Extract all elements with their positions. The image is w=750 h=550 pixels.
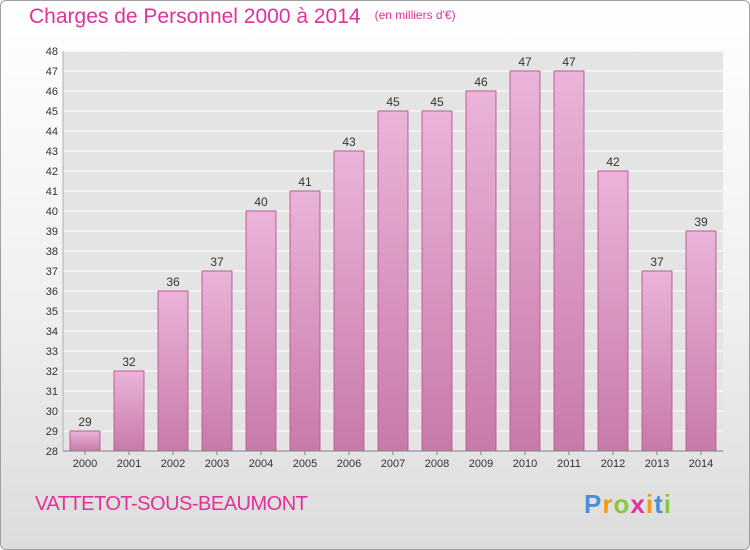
commune-name: VATTETOT-SOUS-BEAUMONT bbox=[35, 493, 308, 515]
value-label: 45 bbox=[430, 95, 444, 109]
value-label: 32 bbox=[122, 355, 136, 369]
logo-letter: o bbox=[613, 489, 631, 519]
bar-2007 bbox=[377, 110, 409, 452]
x-tick-label: 2010 bbox=[513, 458, 537, 470]
x-tick-label: 2009 bbox=[469, 458, 493, 470]
x-tick-label: 2008 bbox=[425, 458, 449, 470]
bar-2000 bbox=[69, 430, 101, 452]
chart-title: Charges de Personnel 2000 à 2014 bbox=[29, 5, 361, 28]
x-tick-label: 2003 bbox=[205, 458, 229, 470]
value-label: 41 bbox=[298, 175, 312, 189]
logo-letter: t bbox=[654, 489, 664, 519]
y-tick-label: 40 bbox=[46, 206, 58, 218]
bar-2001 bbox=[113, 370, 145, 452]
value-label: 47 bbox=[518, 55, 532, 69]
y-tick-label: 44 bbox=[46, 126, 58, 138]
y-tick-label: 39 bbox=[46, 226, 58, 238]
y-tick-label: 47 bbox=[46, 66, 58, 78]
value-label: 40 bbox=[254, 195, 268, 209]
y-tick-label: 45 bbox=[46, 106, 58, 118]
x-tick-label: 2007 bbox=[381, 458, 405, 470]
bar-2009 bbox=[465, 90, 497, 452]
bar-2006 bbox=[333, 150, 365, 452]
bar-2003 bbox=[201, 270, 233, 452]
value-label: 42 bbox=[606, 155, 620, 169]
y-tick-label: 48 bbox=[46, 46, 58, 58]
x-tick-label: 2012 bbox=[601, 458, 625, 470]
value-label: 36 bbox=[166, 275, 180, 289]
bar-2012 bbox=[597, 170, 629, 452]
value-label: 39 bbox=[694, 215, 708, 229]
y-tick-label: 35 bbox=[46, 306, 58, 318]
y-axis-ticks: 28 29 30 31 32 33 34 35 36 37 38 39 40 41 42 43 44 45 46 47… bbox=[46, 46, 58, 458]
value-label: 46 bbox=[474, 75, 488, 89]
y-tick-label: 30 bbox=[46, 406, 58, 418]
y-tick-label: 29 bbox=[46, 426, 58, 438]
value-label: 47 bbox=[562, 55, 576, 69]
value-label: 29 bbox=[78, 415, 92, 429]
y-tick-label: 33 bbox=[46, 346, 58, 358]
bar-2005 bbox=[289, 190, 321, 452]
bar-2002 bbox=[157, 290, 189, 452]
logo-letter: i bbox=[663, 489, 672, 519]
bars: 29 32 36 37 40 41 43 45 45 46 47 47 42 37 39 bbox=[69, 55, 717, 452]
x-tick-label: 2011 bbox=[557, 458, 581, 470]
bar-2008 bbox=[421, 110, 453, 452]
bar-2014 bbox=[685, 230, 717, 452]
x-axis-labels: 2000 2001 2002 2003 2004 2005 2006 2007 2008 2009… bbox=[73, 451, 713, 470]
y-tick-label: 43 bbox=[46, 146, 58, 158]
logo-letter: r bbox=[602, 489, 614, 519]
proxiti-logo: Proxiti bbox=[584, 489, 672, 520]
title-row: Charges de Personnel 2000 à 2014 (en mill… bbox=[29, 5, 456, 29]
x-tick-label: 2014 bbox=[689, 458, 713, 470]
x-tick-label: 2002 bbox=[161, 458, 185, 470]
y-tick-label: 38 bbox=[46, 246, 58, 258]
logo-letter: x bbox=[630, 489, 646, 519]
x-tick-label: 2001 bbox=[117, 458, 141, 470]
logo-letter: P bbox=[584, 489, 603, 519]
y-tick-label: 32 bbox=[46, 366, 58, 378]
chart-subtitle: (en milliers d'€) bbox=[374, 8, 456, 22]
y-tick-label: 28 bbox=[46, 446, 58, 458]
bar-2011 bbox=[553, 70, 585, 452]
value-label: 37 bbox=[650, 255, 664, 269]
value-label: 37 bbox=[210, 255, 224, 269]
y-tick-label: 37 bbox=[46, 266, 58, 278]
y-tick-label: 41 bbox=[46, 186, 58, 198]
y-tick-label: 36 bbox=[46, 286, 58, 298]
y-tick-label: 42 bbox=[46, 166, 58, 178]
logo-letter: i bbox=[645, 489, 655, 519]
value-label: 45 bbox=[386, 95, 400, 109]
y-tick-label: 34 bbox=[46, 326, 58, 338]
bar-2010 bbox=[509, 70, 541, 452]
y-tick-label: 46 bbox=[46, 86, 58, 98]
x-tick-label: 2005 bbox=[293, 458, 317, 470]
x-tick-label: 2006 bbox=[337, 458, 361, 470]
bar-2004 bbox=[245, 210, 277, 452]
bar-2013 bbox=[641, 270, 673, 452]
x-tick-label: 2013 bbox=[645, 458, 669, 470]
x-tick-label: 2000 bbox=[73, 458, 97, 470]
value-label: 43 bbox=[342, 135, 356, 149]
y-tick-label: 31 bbox=[46, 386, 58, 398]
x-tick-label: 2004 bbox=[249, 458, 273, 470]
